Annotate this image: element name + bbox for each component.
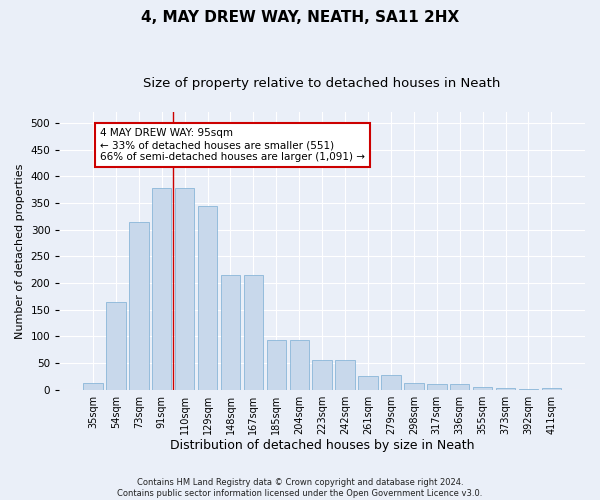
- Bar: [404, 384, 424, 390]
- Bar: [427, 384, 446, 390]
- Bar: [496, 388, 515, 390]
- Bar: [129, 222, 149, 390]
- Bar: [358, 376, 378, 390]
- Bar: [106, 302, 125, 390]
- Y-axis label: Number of detached properties: Number of detached properties: [15, 164, 25, 339]
- Bar: [221, 275, 240, 390]
- Bar: [290, 340, 309, 390]
- X-axis label: Distribution of detached houses by size in Neath: Distribution of detached houses by size …: [170, 440, 475, 452]
- Bar: [519, 388, 538, 390]
- Bar: [175, 188, 194, 390]
- Title: Size of property relative to detached houses in Neath: Size of property relative to detached ho…: [143, 78, 501, 90]
- Bar: [83, 384, 103, 390]
- Bar: [266, 340, 286, 390]
- Text: 4, MAY DREW WAY, NEATH, SA11 2HX: 4, MAY DREW WAY, NEATH, SA11 2HX: [141, 10, 459, 25]
- Text: Contains HM Land Registry data © Crown copyright and database right 2024.
Contai: Contains HM Land Registry data © Crown c…: [118, 478, 482, 498]
- Bar: [542, 388, 561, 390]
- Text: 4 MAY DREW WAY: 95sqm
← 33% of detached houses are smaller (551)
66% of semi-det: 4 MAY DREW WAY: 95sqm ← 33% of detached …: [100, 128, 365, 162]
- Bar: [335, 360, 355, 390]
- Bar: [313, 360, 332, 390]
- Bar: [381, 375, 401, 390]
- Bar: [198, 206, 217, 390]
- Bar: [473, 386, 493, 390]
- Bar: [450, 384, 469, 390]
- Bar: [244, 275, 263, 390]
- Bar: [152, 188, 172, 390]
